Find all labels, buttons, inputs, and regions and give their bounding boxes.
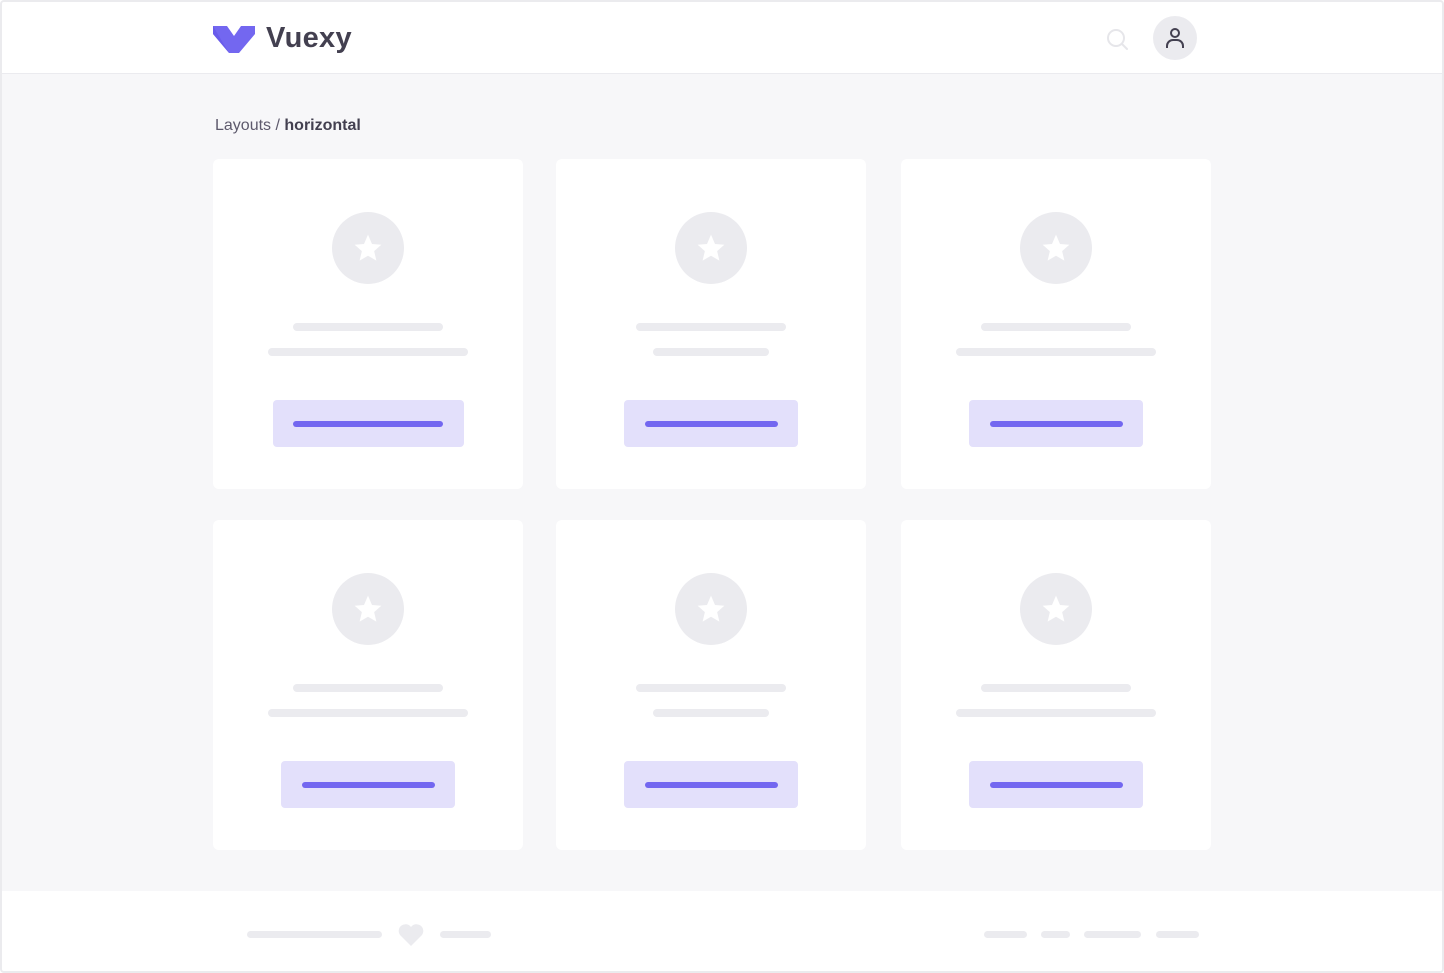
breadcrumb-separator: / bbox=[271, 117, 285, 134]
heart-icon bbox=[398, 924, 424, 946]
card-text-placeholder bbox=[268, 348, 468, 356]
card-title-placeholder bbox=[293, 323, 443, 331]
placeholder-card bbox=[556, 159, 866, 489]
footer-text-placeholder bbox=[440, 931, 491, 938]
footer-link[interactable] bbox=[984, 931, 1027, 938]
user-icon bbox=[1166, 28, 1184, 48]
user-avatar[interactable] bbox=[1153, 16, 1197, 60]
breadcrumb-current: horizontal bbox=[284, 117, 361, 134]
card-button[interactable] bbox=[624, 761, 798, 808]
placeholder-card bbox=[213, 520, 523, 850]
search-icon[interactable] bbox=[1106, 28, 1130, 52]
footer-link[interactable] bbox=[1156, 931, 1199, 938]
card-title-placeholder bbox=[636, 323, 786, 331]
placeholder-card bbox=[901, 520, 1211, 850]
footer bbox=[2, 891, 1442, 971]
card-title-placeholder bbox=[293, 684, 443, 692]
footer-text-placeholder bbox=[247, 931, 382, 938]
placeholder-card bbox=[213, 159, 523, 489]
card-icon-circle bbox=[675, 212, 747, 284]
placeholder-card bbox=[901, 159, 1211, 489]
card-icon-circle bbox=[675, 573, 747, 645]
card-text-placeholder bbox=[956, 709, 1156, 717]
footer-link[interactable] bbox=[1084, 931, 1141, 938]
star-icon bbox=[1042, 595, 1070, 622]
card-text-placeholder bbox=[653, 709, 769, 717]
card-icon-circle bbox=[1020, 212, 1092, 284]
card-button[interactable] bbox=[272, 400, 464, 447]
brand-name: Vuexy bbox=[266, 22, 352, 54]
star-icon bbox=[697, 595, 725, 622]
card-icon-circle bbox=[332, 573, 404, 645]
card-title-placeholder bbox=[981, 684, 1131, 692]
card-icon-circle bbox=[1020, 573, 1092, 645]
footer-link[interactable] bbox=[1041, 931, 1070, 938]
star-icon bbox=[354, 595, 382, 622]
card-icon-circle bbox=[332, 212, 404, 284]
placeholder-card bbox=[556, 520, 866, 850]
vuexy-logo-icon bbox=[213, 25, 255, 53]
card-button[interactable] bbox=[281, 761, 455, 808]
card-button[interactable] bbox=[969, 761, 1143, 808]
star-icon bbox=[354, 234, 382, 261]
top-navbar: Vuexy bbox=[2, 2, 1442, 74]
card-text-placeholder bbox=[653, 348, 769, 356]
card-button[interactable] bbox=[969, 400, 1143, 447]
card-title-placeholder bbox=[636, 684, 786, 692]
card-text-placeholder bbox=[268, 709, 468, 717]
card-text-placeholder bbox=[956, 348, 1156, 356]
brand-logo[interactable]: Vuexy bbox=[213, 22, 352, 55]
star-icon bbox=[697, 234, 725, 261]
card-button[interactable] bbox=[624, 400, 798, 447]
star-icon bbox=[1042, 234, 1070, 261]
breadcrumb: Layouts / horizontal bbox=[215, 117, 361, 135]
card-title-placeholder bbox=[981, 323, 1131, 331]
breadcrumb-parent[interactable]: Layouts bbox=[215, 117, 272, 134]
